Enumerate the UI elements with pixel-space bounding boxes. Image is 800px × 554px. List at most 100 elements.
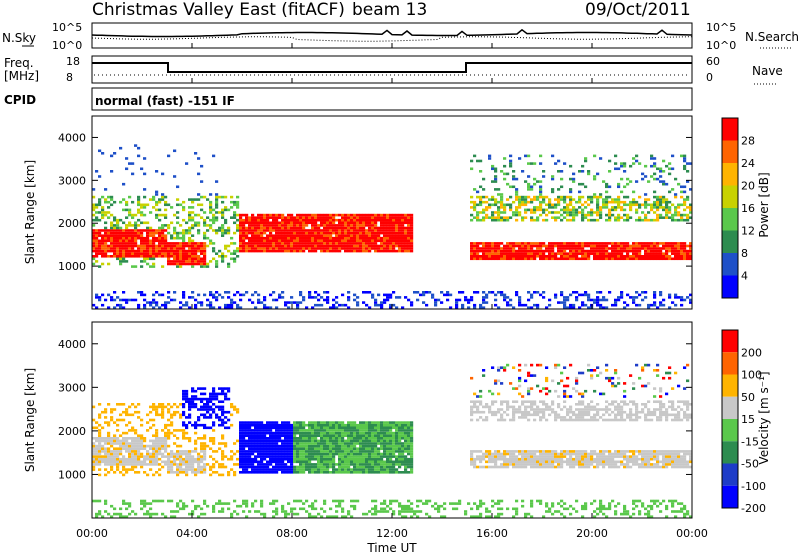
power-pixel (101, 249, 105, 253)
velocity-pixel (284, 455, 288, 458)
power-pixel (509, 249, 513, 253)
power-pixel (527, 185, 531, 189)
power-pixel (293, 244, 297, 248)
velocity-pixel (110, 439, 114, 443)
power-pixel (377, 303, 381, 307)
velocity-pixel (251, 502, 255, 505)
power-pixel (551, 257, 555, 261)
power-pixel (344, 216, 348, 219)
velocity-pixel (341, 442, 345, 445)
power-pixel (497, 291, 501, 294)
velocity-pixel (149, 515, 153, 519)
velocity-pixel (200, 397, 204, 401)
power-pixel (392, 239, 396, 243)
velocity-pixel (296, 431, 300, 435)
power-pixel (302, 247, 306, 250)
power-pixel (293, 218, 297, 222)
power-pixel (113, 234, 117, 237)
power-pixel (185, 221, 189, 225)
power-pixel (341, 234, 345, 237)
velocity-pixel (233, 510, 237, 513)
power-pixel (686, 257, 690, 261)
power-pixel (587, 306, 591, 309)
velocity-pixel (197, 471, 201, 474)
power-pixel (395, 244, 399, 248)
power-pixel (383, 221, 387, 225)
velocity-pixel (122, 499, 126, 503)
velocity-pixel (368, 457, 372, 461)
power-pixel (119, 298, 123, 302)
power-pixel (683, 244, 687, 248)
power-pixel (275, 231, 279, 235)
power-pixel (224, 221, 228, 225)
power-pixel (191, 211, 195, 214)
power-pixel (299, 213, 303, 217)
power-pixel (164, 203, 168, 207)
velocity-pixel (146, 455, 150, 458)
power-pixel (527, 208, 531, 212)
power-pixel (179, 260, 183, 263)
power-pixel (395, 249, 399, 253)
velocity-pixel (245, 468, 249, 471)
power-pixel (269, 239, 273, 243)
power-pixel (488, 203, 492, 207)
velocity-pixel (155, 463, 159, 466)
power-pixel (521, 257, 525, 261)
power-pixel (638, 203, 642, 207)
velocity-pixel (335, 510, 339, 513)
velocity-pixel (128, 442, 132, 445)
power-pixel (455, 301, 459, 304)
power-pixel (347, 221, 351, 225)
power-pixel (662, 255, 666, 258)
power-pixel (515, 293, 519, 297)
power-pixel (308, 221, 312, 225)
power-pixel (182, 218, 186, 222)
power-pixel (329, 226, 333, 230)
power-pixel (236, 303, 240, 307)
power-pixel (95, 255, 99, 258)
power-pixel (308, 242, 312, 245)
power-pixel (392, 226, 396, 230)
power-pixel (545, 213, 549, 217)
power-pixel (476, 247, 480, 250)
power-pixel (209, 203, 213, 207)
power-pixel (617, 216, 621, 219)
power-pixel (392, 216, 396, 219)
power-pixel (122, 229, 126, 232)
velocity-pixel (287, 512, 291, 516)
power-pixel (329, 216, 333, 219)
power-pixel (518, 157, 522, 160)
velocity-pixel (353, 429, 357, 432)
velocity-pixel (209, 447, 213, 451)
velocity-pixel (359, 423, 363, 427)
power-pixel (107, 249, 111, 253)
velocity-pixel (188, 439, 192, 443)
velocity-pixel (167, 403, 171, 406)
velocity-pixel (350, 447, 354, 451)
velocity-pixel (305, 423, 309, 427)
power-pixel (497, 188, 501, 191)
power-pixel (131, 255, 135, 258)
velocity-pixel (257, 423, 261, 427)
velocity-pixel (281, 439, 285, 443)
power-pixel (614, 301, 618, 304)
velocity-pixel (269, 426, 273, 430)
power-pixel (107, 262, 111, 266)
power-pixel (239, 306, 243, 309)
power-pixel (677, 252, 681, 255)
power-pixel (590, 195, 594, 199)
power-pixel (479, 247, 483, 250)
power-pixel (440, 291, 444, 294)
velocity-pixel (125, 444, 129, 448)
velocity-pixel (263, 447, 267, 451)
power-pixel (386, 244, 390, 248)
power-pixel (533, 198, 537, 201)
power-pixel (644, 291, 648, 294)
power-pixel (386, 234, 390, 237)
velocity-pixel (188, 421, 192, 424)
power-pixel (209, 226, 213, 230)
velocity-pixel (191, 423, 195, 427)
power-pixel (401, 229, 405, 232)
velocity-pixel (371, 447, 375, 451)
power-pixel (251, 244, 255, 248)
